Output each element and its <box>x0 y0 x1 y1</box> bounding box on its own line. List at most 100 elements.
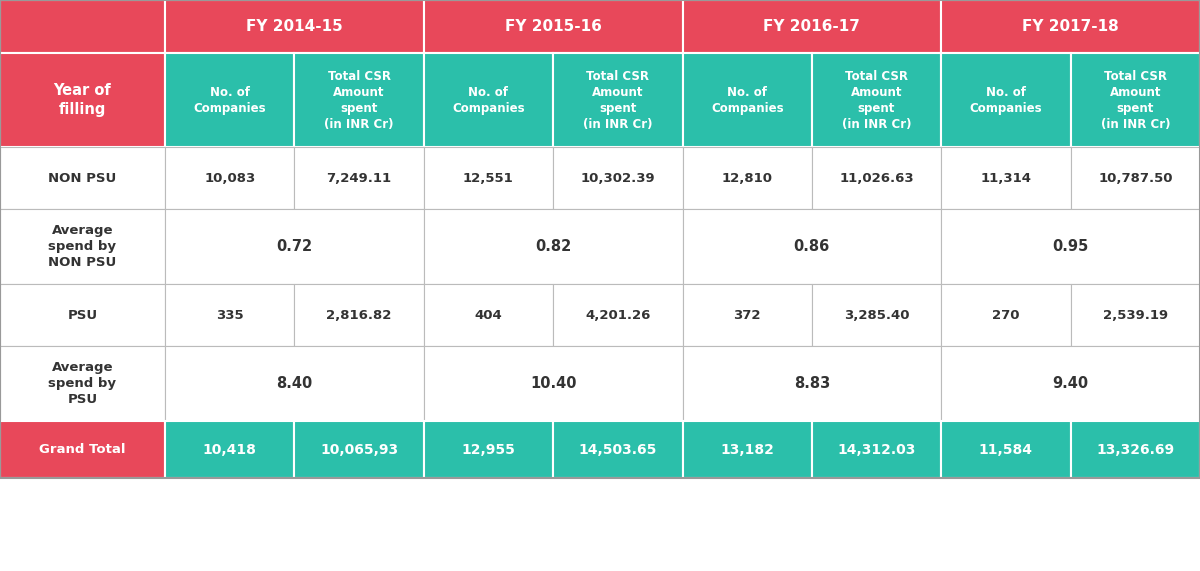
Bar <box>941 147 1070 209</box>
Text: Grand Total: Grand Total <box>40 444 126 456</box>
Bar <box>553 53 683 147</box>
Text: 11,314: 11,314 <box>980 172 1032 184</box>
Bar <box>941 0 1200 53</box>
Bar <box>166 284 294 346</box>
Bar <box>424 284 553 346</box>
Text: 10.40: 10.40 <box>530 376 576 391</box>
Text: Average
spend by
NON PSU: Average spend by NON PSU <box>48 224 116 269</box>
Text: 404: 404 <box>474 309 503 321</box>
Text: No. of
Companies: No. of Companies <box>710 86 784 115</box>
Text: 2,816.82: 2,816.82 <box>326 309 391 321</box>
Text: FY 2015-16: FY 2015-16 <box>505 19 601 34</box>
Text: 13,326.69: 13,326.69 <box>1097 443 1175 457</box>
Bar <box>424 346 683 421</box>
Bar <box>294 421 424 478</box>
Text: 12,551: 12,551 <box>463 172 514 184</box>
Text: 13,182: 13,182 <box>720 443 774 457</box>
Text: 10,065,93: 10,065,93 <box>320 443 398 457</box>
Bar <box>0 147 166 209</box>
Text: 3,285.40: 3,285.40 <box>844 309 910 321</box>
Text: 8.83: 8.83 <box>793 376 830 391</box>
Text: Year of
filling: Year of filling <box>54 83 112 117</box>
Text: 372: 372 <box>733 309 761 321</box>
Text: FY 2014-15: FY 2014-15 <box>246 19 343 34</box>
Text: Total CSR
Amount
spent
(in INR Cr): Total CSR Amount spent (in INR Cr) <box>1100 70 1170 131</box>
Text: 10,083: 10,083 <box>204 172 256 184</box>
Bar <box>294 284 424 346</box>
Bar <box>166 0 424 53</box>
Bar <box>1070 284 1200 346</box>
Text: 12,810: 12,810 <box>721 172 773 184</box>
Bar <box>553 421 683 478</box>
Text: No. of
Companies: No. of Companies <box>970 86 1043 115</box>
Bar <box>812 284 941 346</box>
Bar <box>0 53 166 147</box>
Text: 14,312.03: 14,312.03 <box>838 443 916 457</box>
Bar <box>0 0 166 53</box>
Bar <box>683 0 941 53</box>
Bar <box>0 0 1200 478</box>
Text: PSU: PSU <box>67 309 97 321</box>
Bar <box>424 53 553 147</box>
Text: 270: 270 <box>992 309 1020 321</box>
Bar <box>553 284 683 346</box>
Text: 10,418: 10,418 <box>203 443 257 457</box>
Text: 2,539.19: 2,539.19 <box>1103 309 1168 321</box>
Bar <box>812 53 941 147</box>
Text: 11,584: 11,584 <box>979 443 1033 457</box>
Text: 11,026.63: 11,026.63 <box>839 172 914 184</box>
Text: No. of
Companies: No. of Companies <box>452 86 524 115</box>
Text: Total CSR
Amount
spent
(in INR Cr): Total CSR Amount spent (in INR Cr) <box>324 70 394 131</box>
Text: 12,955: 12,955 <box>462 443 515 457</box>
Text: 335: 335 <box>216 309 244 321</box>
Text: NON PSU: NON PSU <box>48 172 116 184</box>
Text: 14,503.65: 14,503.65 <box>578 443 658 457</box>
Text: No. of
Companies: No. of Companies <box>193 86 266 115</box>
Bar <box>424 0 683 53</box>
Bar <box>941 209 1200 284</box>
Bar <box>0 209 166 284</box>
Text: 8.40: 8.40 <box>276 376 312 391</box>
Bar <box>812 147 941 209</box>
Text: 9.40: 9.40 <box>1052 376 1088 391</box>
Text: 0.95: 0.95 <box>1052 239 1088 254</box>
Text: FY 2017-18: FY 2017-18 <box>1022 19 1120 34</box>
Bar <box>294 147 424 209</box>
Bar <box>424 147 553 209</box>
Text: 7,249.11: 7,249.11 <box>326 172 391 184</box>
Bar <box>941 284 1070 346</box>
Bar <box>683 421 812 478</box>
Bar <box>424 421 553 478</box>
Bar <box>683 346 941 421</box>
Text: 10,302.39: 10,302.39 <box>581 172 655 184</box>
Text: 4,201.26: 4,201.26 <box>586 309 650 321</box>
Text: FY 2016-17: FY 2016-17 <box>763 19 860 34</box>
Bar <box>941 53 1070 147</box>
Bar <box>683 209 941 284</box>
Bar <box>166 53 294 147</box>
Bar <box>553 147 683 209</box>
Bar <box>294 53 424 147</box>
Text: 0.72: 0.72 <box>276 239 312 254</box>
Bar <box>683 53 812 147</box>
Text: Total CSR
Amount
spent
(in INR Cr): Total CSR Amount spent (in INR Cr) <box>842 70 911 131</box>
Text: 0.82: 0.82 <box>535 239 571 254</box>
Bar <box>0 421 166 478</box>
Bar <box>1070 147 1200 209</box>
Bar <box>941 346 1200 421</box>
Text: 0.86: 0.86 <box>793 239 830 254</box>
Bar <box>0 284 166 346</box>
Bar <box>166 346 424 421</box>
Bar <box>166 147 294 209</box>
Bar <box>0 346 166 421</box>
Bar <box>812 421 941 478</box>
Text: Average
spend by
PSU: Average spend by PSU <box>48 361 116 406</box>
Bar <box>1070 421 1200 478</box>
Bar <box>166 421 294 478</box>
Bar <box>683 147 812 209</box>
Text: Total CSR
Amount
spent
(in INR Cr): Total CSR Amount spent (in INR Cr) <box>583 70 653 131</box>
Bar <box>166 209 424 284</box>
Bar <box>941 421 1070 478</box>
Text: 10,787.50: 10,787.50 <box>1098 172 1172 184</box>
Bar <box>683 284 812 346</box>
